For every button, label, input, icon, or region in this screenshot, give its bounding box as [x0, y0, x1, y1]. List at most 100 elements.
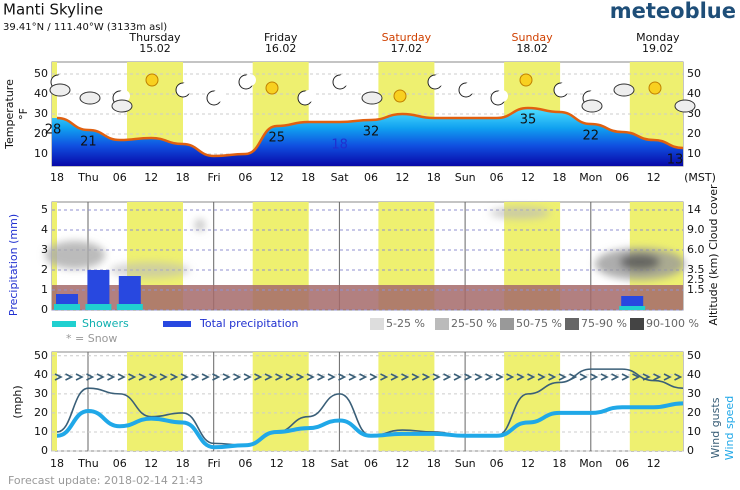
- y-tick-label: 30: [34, 107, 48, 120]
- cloud-blob: [45, 241, 105, 269]
- legend-swatch: [52, 321, 76, 327]
- y-tick-label: 50: [34, 67, 48, 80]
- legend-label: Showers: [82, 317, 129, 330]
- wind-arrow: [653, 373, 662, 381]
- sun-icon: [648, 81, 662, 95]
- y-tick-label: 0: [687, 444, 694, 457]
- sun-icon: [145, 73, 159, 87]
- x-tick-label: 18: [301, 171, 315, 184]
- x-tick-label: Sat: [331, 457, 350, 470]
- wind-arrow: [390, 373, 399, 381]
- cloud-icon: [581, 99, 603, 113]
- cloud-legend-label: 5-25 %: [386, 317, 425, 330]
- x-tick-label: 12: [270, 457, 284, 470]
- y-tick-label: 50: [687, 67, 701, 80]
- wind-arrow: [506, 373, 515, 381]
- y-tick-label: 0: [41, 444, 48, 457]
- x-tick-label: Thu: [77, 171, 99, 184]
- daylight: [127, 352, 183, 451]
- wind-arrow: [65, 373, 74, 381]
- x-tick-label: 18: [301, 457, 315, 470]
- x-tick-label: 12: [521, 457, 535, 470]
- y-tick-label: 1: [41, 283, 48, 296]
- wind-arrow: [275, 373, 284, 381]
- temperature-label: 22: [583, 129, 600, 144]
- cloud-legend-label: 90-100 %: [646, 317, 699, 330]
- wind-arrow: [243, 373, 252, 381]
- y-tick-label: 6.0: [687, 243, 705, 256]
- cloud-blob: [620, 254, 660, 270]
- ground: [52, 285, 683, 310]
- cloud-legend-label: 50-75 %: [516, 317, 562, 330]
- sun-icon: [393, 89, 407, 103]
- y-tick-label: 40: [34, 368, 48, 381]
- day-name: Friday: [264, 31, 298, 44]
- wind-arrow: [107, 373, 116, 381]
- moon-cut: [338, 74, 350, 86]
- sun-icon: [519, 73, 533, 87]
- x-tick-label: 12: [395, 171, 409, 184]
- wind-arrow: [285, 373, 294, 381]
- day-date: 19.02: [642, 42, 674, 55]
- cloud-blob: [490, 207, 550, 219]
- legend-label: Wind speed: [723, 396, 736, 460]
- cloud-icon: [111, 99, 133, 113]
- precipitation-bar: [87, 270, 110, 310]
- y-tick-label: 14: [687, 203, 701, 216]
- y-tick-label: 30: [687, 387, 701, 400]
- day-name: Saturday: [382, 31, 432, 44]
- y-tick-label: 4: [41, 223, 48, 236]
- wind-arrow: [411, 373, 420, 381]
- y-tick-label: 10: [34, 147, 48, 160]
- temperature-label: 18: [331, 138, 348, 153]
- wind-arrow: [86, 373, 95, 381]
- wind-arrow: [369, 373, 378, 381]
- temperature-label: 35: [520, 113, 537, 128]
- shower-bar: [85, 304, 112, 310]
- x-tick-label: 06: [615, 171, 629, 184]
- temperature-label: 25: [269, 131, 286, 146]
- daylight: [629, 352, 683, 451]
- y-tick-label: 0: [41, 303, 48, 316]
- day-name: Thursday: [128, 31, 181, 44]
- y-tick-label: 9.0: [687, 223, 705, 236]
- wind-arrow: [201, 373, 210, 381]
- day-date: 17.02: [391, 42, 423, 55]
- cloud-icon: [361, 91, 383, 105]
- x-tick-label: Mon: [579, 171, 602, 184]
- y-axis-unit: °F: [17, 108, 30, 120]
- cloud-icon: [79, 91, 101, 105]
- wind-arrow: [264, 373, 273, 381]
- x-axis-unit: (MST): [684, 171, 716, 184]
- x-tick-label: 06: [238, 171, 252, 184]
- cloud-icon: [674, 99, 696, 113]
- wind-arrow: [516, 373, 525, 381]
- cloud-icon: [613, 83, 635, 97]
- x-tick-label: 06: [490, 171, 504, 184]
- wind-arrow: [401, 373, 410, 381]
- x-tick-label: 18: [552, 171, 566, 184]
- y-tick-label: 2: [41, 263, 48, 276]
- moon-cut: [244, 74, 256, 86]
- moon-cut: [433, 74, 445, 86]
- precipitation-bar: [118, 276, 141, 310]
- wind-arrow: [548, 373, 557, 381]
- y-tick-label: 20: [34, 406, 48, 419]
- wind-arrow: [579, 373, 588, 381]
- y-tick-label: 40: [687, 87, 701, 100]
- wind-arrow: [663, 373, 672, 381]
- x-tick-label: 12: [521, 171, 535, 184]
- x-tick-label: 06: [364, 171, 378, 184]
- y-tick-label: 1.5: [687, 283, 705, 296]
- x-tick-label: Fri: [207, 171, 220, 184]
- cloud-legend-label: 25-50 %: [451, 317, 497, 330]
- cloud-legend-swatch: [630, 318, 644, 330]
- wind-arrow: [96, 373, 105, 381]
- wind-arrow: [474, 373, 483, 381]
- wind-arrow: [600, 373, 609, 381]
- moon-cut: [56, 74, 68, 86]
- x-tick-label: Fri: [207, 457, 220, 470]
- daylight: [504, 352, 561, 451]
- day-date: 18.02: [516, 42, 548, 55]
- wind-arrow: [558, 373, 567, 381]
